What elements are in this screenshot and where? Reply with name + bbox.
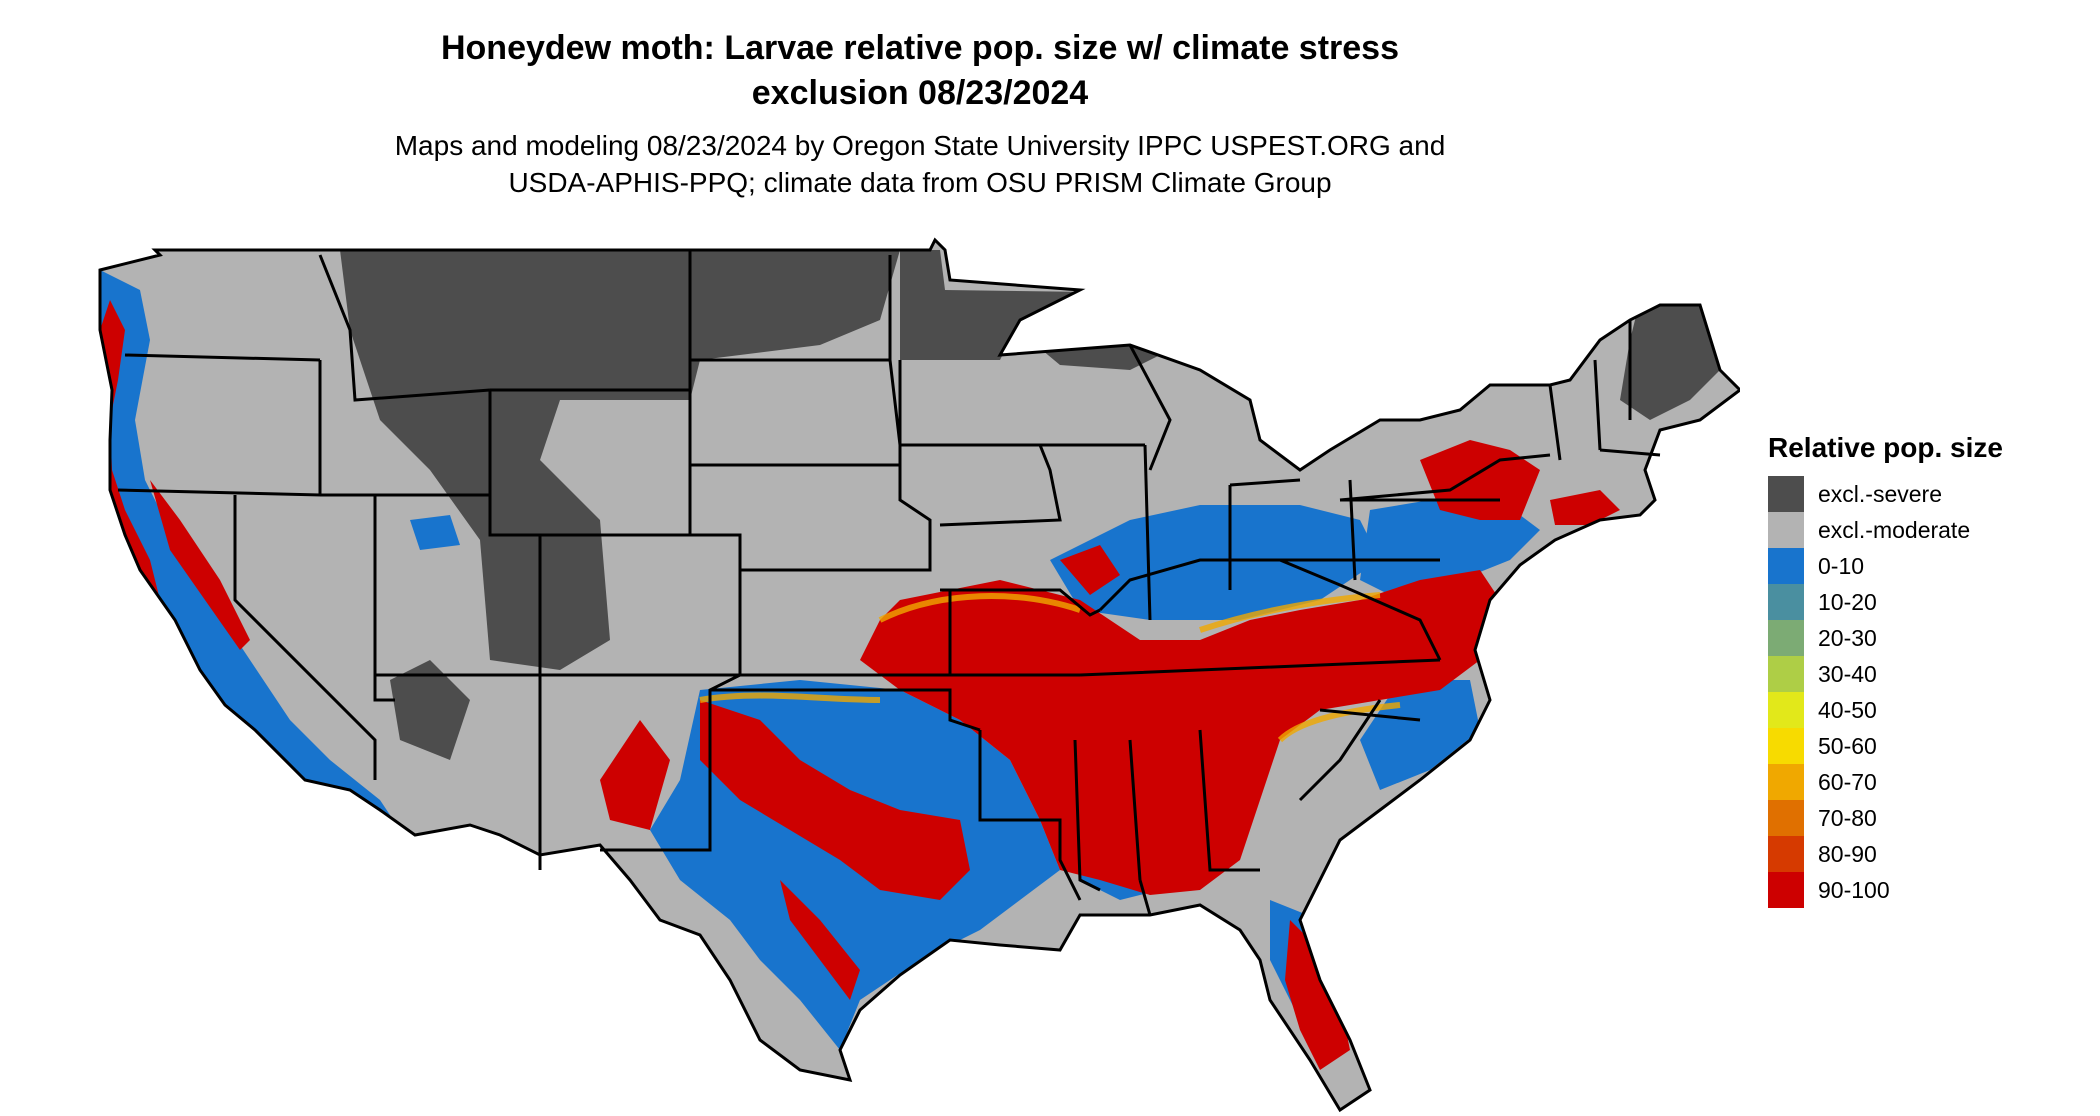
legend-label: 80-90	[1818, 840, 1877, 867]
legend-label: excl.-moderate	[1818, 516, 1971, 543]
red-regions	[100, 300, 1620, 1070]
legend-label: 40-50	[1818, 696, 1877, 723]
legend-title: Relative pop. size	[1768, 432, 2003, 463]
legend-label: 60-70	[1818, 768, 1877, 795]
legend-swatch	[1768, 512, 1804, 548]
legend-label: 10-20	[1818, 588, 1877, 615]
map-title: Honeydew moth: Larvae relative pop. size…	[330, 26, 1510, 116]
map-subtitle-line-1: Maps and modeling 08/23/2024 by Oregon S…	[394, 130, 1446, 161]
legend-swatch	[1768, 620, 1804, 656]
legend-item: 60-70	[1768, 764, 2003, 800]
legend-swatch	[1768, 800, 1804, 836]
map-title-line-1: Honeydew moth: Larvae relative pop. size…	[440, 29, 1399, 67]
legend-item: 20-30	[1768, 620, 2003, 656]
legend-item: 80-90	[1768, 836, 2003, 872]
legend-items: excl.-severe excl.-moderate 0-10 10-20 20-30…	[1768, 476, 2003, 908]
state-borders	[98, 237, 1740, 1113]
map-title-line-2: exclusion 08/23/2024	[751, 74, 1089, 112]
legend-label: 30-40	[1818, 660, 1877, 687]
legend-item: 40-50	[1768, 692, 2003, 728]
legend-label: 90-100	[1818, 876, 1890, 903]
us-map	[98, 237, 1740, 1113]
legend-swatch	[1768, 656, 1804, 692]
legend-label: 20-30	[1818, 624, 1877, 651]
map-subtitle-line-2: USDA-APHIS-PPQ; climate data from OSU PR…	[508, 167, 1332, 198]
legend-swatch	[1768, 728, 1804, 764]
legend-swatch	[1768, 584, 1804, 620]
transition-bands	[699, 592, 1401, 743]
legend-item: excl.-severe	[1768, 476, 2003, 512]
legend-item: 10-20	[1768, 584, 2003, 620]
legend-swatch	[1768, 476, 1804, 512]
legend-swatch	[1768, 836, 1804, 872]
legend-swatch	[1768, 764, 1804, 800]
legend-label: 0-10	[1818, 552, 1865, 579]
legend-item: excl.-moderate	[1768, 512, 2003, 548]
legend-swatch	[1768, 548, 1804, 584]
legend-label: 50-60	[1818, 732, 1877, 759]
legend-item: 50-60	[1768, 728, 2003, 764]
legend-item: 70-80	[1768, 800, 2003, 836]
legend-swatch	[1768, 872, 1804, 908]
legend-item: 0-10	[1768, 548, 2003, 584]
legend-item: 30-40	[1768, 656, 2003, 692]
legend-swatch	[1768, 692, 1804, 728]
legend-item: 90-100	[1768, 872, 2003, 908]
map-subtitle: Maps and modeling 08/23/2024 by Oregon S…	[330, 127, 1510, 201]
legend-label: 70-80	[1818, 804, 1877, 831]
legend-label: excl.-severe	[1818, 480, 1942, 507]
legend: Relative pop. size excl.-severe excl.-mod…	[1768, 432, 2003, 908]
